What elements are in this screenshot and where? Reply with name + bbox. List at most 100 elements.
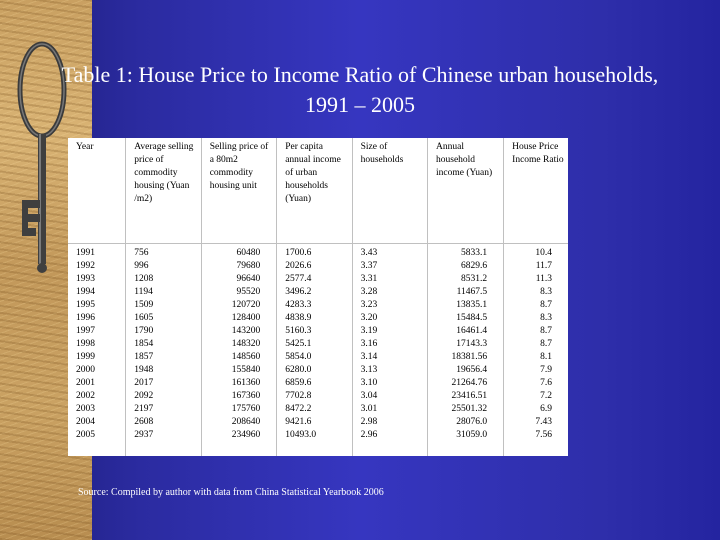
cell-unit-price: 120720: [231, 300, 261, 310]
cell-avg-price: 1857: [134, 352, 154, 362]
cell-household-income: 31059.0: [456, 430, 488, 440]
cell-ratio: 7.56: [535, 430, 552, 440]
cell-ratio: 10.4: [535, 248, 552, 258]
cell-per-capita-income: 4838.9: [285, 313, 312, 323]
cell-unit-price: 234960: [231, 430, 261, 440]
cell-unit-price: 155840: [231, 365, 261, 375]
cell-per-capita-income: 5425.1: [285, 339, 312, 349]
ratio-column: 10.4 11.7 11.3 8.3 8.7 8.3 8.7 8.7 8.1 7.9 7.6 7.2 6…: [504, 244, 568, 457]
cell-household-size: 2.96: [360, 430, 378, 440]
cell-avg-price: 1509: [134, 300, 154, 310]
header-avg-price: Average selling price of commodity housi…: [125, 138, 202, 244]
cell-year: 1997: [76, 326, 95, 336]
cell-household-income: 8531.2: [461, 274, 488, 284]
cell-year: 2000: [76, 365, 95, 375]
cell-household-size: 3.10: [360, 378, 378, 388]
cell-year: 1991: [76, 248, 95, 258]
cell-ratio: 8.7: [540, 339, 552, 349]
cell-year: 2005: [76, 430, 95, 440]
cell-ratio: 8.3: [540, 313, 552, 323]
cell-avg-price: 996: [134, 261, 149, 271]
cell-unit-price: 208640: [231, 417, 261, 427]
header-household-size: Size of households: [352, 138, 429, 244]
cell-ratio: 6.9: [540, 404, 552, 414]
cell-per-capita-income: 8472.2: [285, 404, 312, 414]
cell-per-capita-income: 5160.3: [285, 326, 312, 336]
cell-avg-price: 1208: [134, 274, 154, 284]
household-size-column: 3.43 3.37 3.31 3.28 3.23 3.20 3.19 3.16 3.14 3.13…: [352, 243, 429, 456]
header-year: Year: [68, 138, 127, 244]
cell-year: 1998: [76, 339, 95, 349]
cell-avg-price: 1948: [134, 365, 154, 375]
cell-per-capita-income: 2026.6: [285, 261, 312, 271]
house-price-income-table: Year Average selling price of commodity …: [68, 138, 568, 456]
cell-household-size: 3.19: [360, 326, 378, 336]
cell-ratio: 8.7: [540, 326, 552, 336]
cell-ratio: 11.3: [535, 274, 552, 284]
header-household-income: Annual household income (Yuan): [427, 138, 505, 244]
cell-ratio: 11.7: [535, 261, 552, 271]
cell-avg-price: 2608: [134, 417, 154, 427]
cell-avg-price: 2017: [134, 378, 154, 388]
cell-avg-price: 1605: [134, 313, 154, 323]
cell-household-size: 3.43: [360, 248, 378, 258]
header-unit-price: Selling price of a 80m2 commodity housin…: [201, 138, 278, 244]
per-capita-income-column: 1700.6 2026.6 2577.4 3496.2 4283.3 4838.9 5160…: [276, 243, 353, 456]
cell-ratio: 7.2: [540, 391, 552, 401]
cell-unit-price: 128400: [231, 313, 261, 323]
cell-household-income: 19656.4: [456, 365, 488, 375]
cell-household-income: 16461.4: [456, 326, 488, 336]
year-column: 1991 1992 1993 1994 1995 1996 1997 1998 1999 2000…: [68, 243, 127, 456]
cell-per-capita-income: 6859.6: [285, 378, 312, 388]
cell-unit-price: 79680: [236, 261, 261, 271]
cell-ratio: 8.7: [540, 300, 552, 310]
cell-avg-price: 1854: [134, 339, 154, 349]
cell-household-income: 21264.76: [451, 378, 488, 388]
cell-per-capita-income: 5854.0: [285, 352, 312, 362]
cell-household-income: 28076.0: [456, 417, 488, 427]
cell-household-size: 3.31: [360, 274, 378, 284]
cell-avg-price: 2092: [134, 391, 154, 401]
cell-unit-price: 161360: [231, 378, 261, 388]
cell-unit-price: 143200: [231, 326, 261, 336]
cell-household-income: 18381.56: [451, 352, 488, 362]
cell-unit-price: 96640: [236, 274, 261, 284]
cell-per-capita-income: 4283.3: [285, 300, 312, 310]
cell-avg-price: 2197: [134, 404, 154, 414]
cell-avg-price: 2937: [134, 430, 154, 440]
cell-year: 1994: [76, 287, 95, 297]
cell-per-capita-income: 9421.6: [285, 417, 312, 427]
cell-ratio: 7.6: [540, 378, 552, 388]
header-ratio: House Price Income Ratio: [503, 138, 568, 244]
cell-year: 1993: [76, 274, 95, 284]
source-note: Source: Compiled by author with data fro…: [78, 487, 384, 498]
cell-ratio: 7.9: [540, 365, 552, 375]
table-data-row: 1991 1992 1993 1994 1995 1996 1997 1998 1999 2000…: [68, 243, 568, 457]
cell-year: 2004: [76, 417, 95, 427]
cell-household-income: 6829.6: [461, 261, 488, 271]
cell-household-size: 3.20: [360, 313, 378, 323]
cell-per-capita-income: 6280.0: [285, 365, 312, 375]
cell-avg-price: 1194: [134, 287, 153, 297]
cell-household-size: 3.37: [360, 261, 378, 271]
cell-year: 2001: [76, 378, 95, 388]
key-icon: [17, 41, 67, 273]
cell-household-size: 3.16: [360, 339, 378, 349]
cell-household-size: 3.01: [360, 404, 378, 414]
household-income-column: 5833.1 6829.6 8531.2 11467.5 13835.1 15484.5 1…: [427, 243, 505, 456]
cell-year: 1999: [76, 352, 95, 362]
cell-per-capita-income: 1700.6: [285, 248, 312, 258]
avg-price-column: 756 996 1208 1194 1509 1605 1790 1854 1857 1948 20…: [125, 243, 202, 456]
cell-household-income: 23416.51: [451, 391, 488, 401]
cell-unit-price: 175760: [231, 404, 261, 414]
cell-household-size: 3.13: [360, 365, 378, 375]
cell-per-capita-income: 7702.8: [285, 391, 312, 401]
cell-household-size: 3.28: [360, 287, 378, 297]
cell-household-income: 25501.32: [451, 404, 488, 414]
slide-title: Table 1: House Price to Income Ratio of …: [61, 62, 659, 117]
cell-unit-price: 148320: [231, 339, 261, 349]
cell-year: 2003: [76, 404, 95, 414]
header-per-capita-income: Per capita annual income of urban househ…: [276, 138, 353, 244]
cell-year: 1992: [76, 261, 95, 271]
cell-ratio: 8.1: [540, 352, 552, 362]
